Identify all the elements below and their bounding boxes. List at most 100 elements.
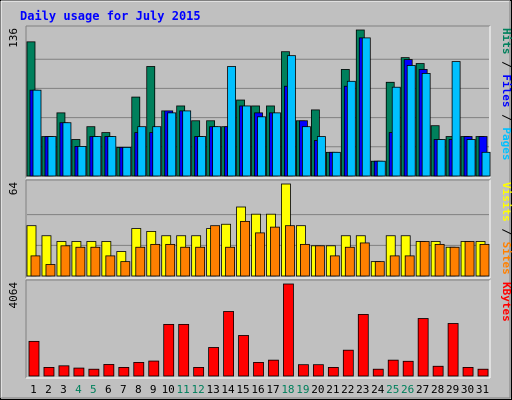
legend-bottom: KBytes bbox=[500, 282, 512, 322]
bar-pages-day-28 bbox=[436, 139, 446, 177]
bar-sites-day-30 bbox=[464, 241, 475, 277]
bar-pages-day-14 bbox=[227, 66, 236, 177]
bar-kbytes-day-25 bbox=[387, 359, 399, 377]
bar-pages-day-24 bbox=[376, 160, 386, 177]
y-max-label: 64 bbox=[7, 182, 20, 196]
bar-kbytes-day-14 bbox=[223, 311, 234, 377]
bar-pages-day-5 bbox=[92, 136, 102, 177]
bar-kbytes-day-13 bbox=[208, 347, 220, 377]
bar-kbytes-day-21 bbox=[327, 366, 339, 377]
bar-pages-day-2 bbox=[47, 136, 57, 177]
legend-pages: Pages bbox=[500, 127, 512, 160]
panel-top: 136 Hits / Files / Pages bbox=[7, 25, 512, 179]
bar-kbytes-day-30 bbox=[462, 366, 474, 377]
bar-sites-day-29 bbox=[449, 246, 460, 277]
bar-sites-day-5 bbox=[90, 246, 101, 277]
bar-sites-day-19 bbox=[300, 243, 310, 277]
bar-kbytes-day-23 bbox=[357, 314, 369, 377]
x-tick-label: 7 bbox=[120, 383, 127, 396]
bar-kbytes-day-10 bbox=[163, 323, 175, 377]
bar-pages-day-16 bbox=[257, 116, 266, 177]
bar-sites-day-22 bbox=[344, 246, 355, 277]
x-tick-label: 1 bbox=[30, 383, 37, 396]
x-tick-label: 14 bbox=[221, 383, 235, 396]
legend-hits: Hits bbox=[500, 28, 512, 55]
legend-separator: / bbox=[500, 55, 512, 75]
bar-kbytes-day-5 bbox=[88, 368, 100, 377]
bar-kbytes-day-4 bbox=[73, 367, 85, 377]
bar-sites-day-12 bbox=[195, 246, 206, 277]
legend-sites: Sites bbox=[500, 242, 512, 275]
bar-pages-day-23 bbox=[361, 37, 371, 177]
bar-kbytes-day-24 bbox=[372, 368, 384, 377]
bar-sites-day-3 bbox=[60, 245, 71, 277]
bar-pages-day-27 bbox=[421, 73, 431, 177]
x-tick-label: 27 bbox=[416, 383, 429, 396]
x-tick-label: 30 bbox=[461, 383, 474, 396]
x-tick-label: 12 bbox=[192, 383, 205, 396]
x-tick-label: 5 bbox=[90, 383, 97, 396]
bar-sites-day-13 bbox=[210, 225, 221, 277]
bar-pages-day-17 bbox=[272, 112, 281, 177]
bar-pages-day-1 bbox=[32, 89, 42, 177]
x-tick-label: 20 bbox=[311, 383, 324, 396]
bar-sites-day-21 bbox=[329, 255, 340, 277]
x-tick-label: 19 bbox=[296, 383, 309, 396]
bar-pages-day-30 bbox=[466, 139, 476, 177]
bar-kbytes-day-16 bbox=[253, 362, 264, 377]
x-tick-label: 22 bbox=[341, 383, 354, 396]
y-max-label: 136 bbox=[7, 28, 20, 48]
bar-sites-day-25 bbox=[389, 255, 400, 277]
x-tick-label: 25 bbox=[386, 383, 399, 396]
bar-sites-day-27 bbox=[419, 241, 430, 277]
bar-pages-day-3 bbox=[62, 122, 72, 177]
legend-top: Hits / Files / Pages bbox=[500, 28, 512, 161]
x-tick-label: 15 bbox=[236, 383, 249, 396]
chart-title: Daily usage for July 2015 bbox=[20, 9, 201, 23]
x-tick-label: 13 bbox=[206, 383, 219, 396]
bar-pages-day-12 bbox=[197, 136, 207, 177]
x-tick-label: 11 bbox=[177, 383, 190, 396]
bar-sites-day-16 bbox=[255, 232, 265, 277]
bar-sites-day-9 bbox=[150, 243, 161, 277]
x-tick-label: 9 bbox=[150, 383, 157, 396]
bar-pages-day-29 bbox=[451, 61, 461, 177]
legend-files: Files bbox=[500, 74, 512, 107]
bar-kbytes-day-28 bbox=[432, 365, 444, 377]
x-tick-label: 8 bbox=[135, 383, 142, 396]
x-tick-label: 17 bbox=[266, 383, 279, 396]
x-tick-label: 6 bbox=[105, 383, 112, 396]
x-tick-label: 16 bbox=[251, 383, 264, 396]
bar-pages-day-11 bbox=[182, 110, 192, 177]
x-tick-label: 31 bbox=[476, 383, 489, 396]
bar-sites-day-11 bbox=[180, 246, 191, 277]
bar-sites-day-20 bbox=[314, 245, 325, 277]
legend-kbytes: KBytes bbox=[500, 282, 512, 322]
x-tick-label: 24 bbox=[371, 383, 385, 396]
legend-separator: / bbox=[500, 108, 512, 128]
x-tick-label: 18 bbox=[281, 383, 294, 396]
bar-sites-day-1 bbox=[30, 255, 41, 277]
bar-kbytes-day-29 bbox=[447, 323, 459, 377]
bar-kbytes-day-9 bbox=[148, 360, 160, 377]
bar-pages-day-15 bbox=[242, 105, 251, 177]
x-axis-labels: 1 2 3 4 5 6 7 8 9 10 11 12 13 14 15 16 17 18 19 20 21 22 23 24 2… bbox=[30, 383, 489, 396]
bar-kbytes-day-2 bbox=[43, 366, 55, 377]
x-tick-label: 28 bbox=[431, 383, 444, 396]
bar-kbytes-day-15 bbox=[238, 335, 249, 377]
bar-sites-day-8 bbox=[135, 246, 146, 277]
x-tick-label: 29 bbox=[446, 383, 459, 396]
bar-sites-day-18 bbox=[285, 225, 295, 277]
bar-kbytes-day-6 bbox=[103, 364, 115, 377]
bar-pages-day-21 bbox=[331, 151, 341, 177]
x-tick-label: 3 bbox=[60, 383, 67, 396]
x-tick-label: 23 bbox=[356, 383, 369, 396]
bar-pages-day-26 bbox=[406, 65, 416, 177]
bar-pages-day-25 bbox=[391, 86, 401, 177]
x-tick-label: 4 bbox=[75, 383, 82, 396]
bar-kbytes-day-3 bbox=[58, 365, 70, 377]
bar-sites-day-17 bbox=[270, 226, 280, 277]
y-max-label: 4064 bbox=[7, 282, 20, 309]
bar-sites-day-14 bbox=[225, 246, 235, 277]
bar-sites-day-7 bbox=[120, 261, 131, 277]
